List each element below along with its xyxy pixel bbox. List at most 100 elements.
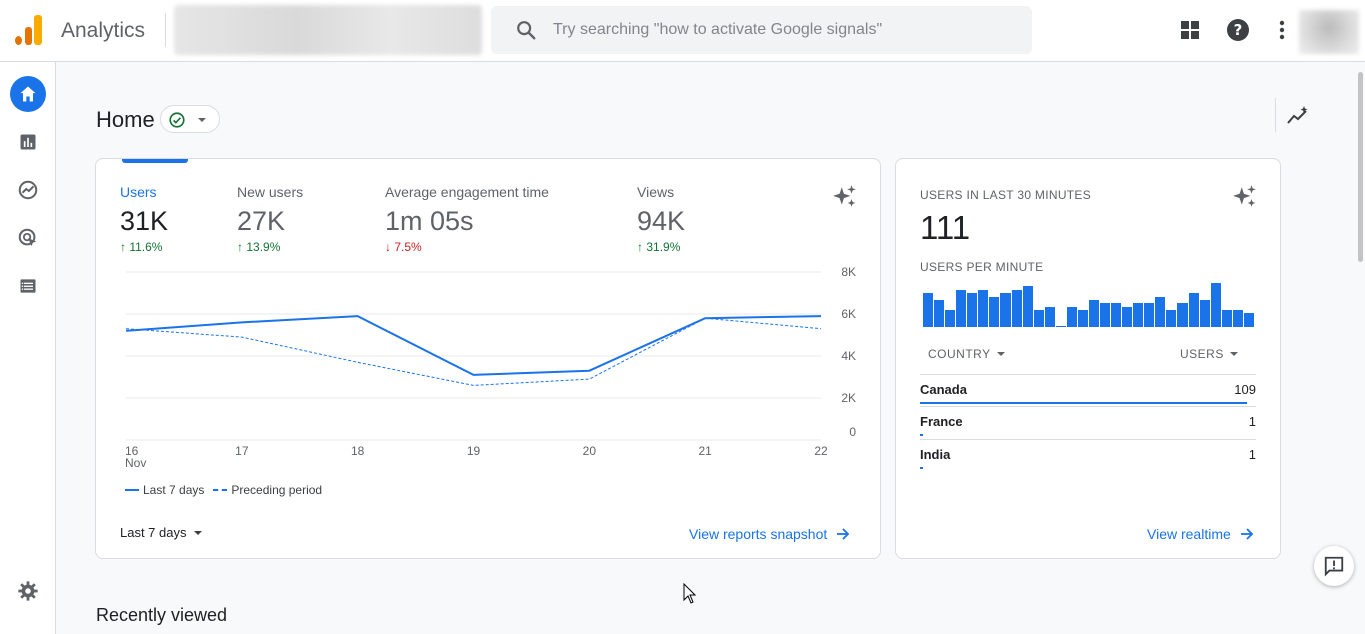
users-per-minute-bars [923,283,1255,327]
minute-bar[interactable] [1100,303,1111,327]
minute-bar[interactable] [1000,293,1011,327]
table-row[interactable]: Canada 109 [920,374,1256,406]
minute-bar[interactable] [967,293,978,327]
minute-bar[interactable] [1055,325,1066,327]
nav-home[interactable] [10,76,46,112]
legend-label: Preceding period [231,483,323,497]
analytics-logo-icon[interactable] [15,15,43,45]
country-column-header[interactable]: COUNTRY [928,347,1006,361]
bar-chart-icon [20,134,36,150]
chevron-down-icon [198,118,206,122]
minute-bar[interactable] [1133,303,1144,327]
users-line-chart: 8K 6K 4K 2K 0 16 17 18 19 20 21 22 Nov [125,265,856,470]
y-tick-label: 6K [841,307,856,321]
x-tick-label: 19 [467,444,481,458]
nav-explore[interactable] [10,172,46,208]
apps-grid-icon[interactable] [1178,18,1202,42]
minute-bar[interactable] [1122,306,1133,327]
chart-legend: Last 7 days Preceding period [125,483,322,497]
minute-bar[interactable] [978,289,989,327]
minute-bar[interactable] [1011,289,1022,327]
nav-admin[interactable] [10,573,46,609]
legend-swatch-solid [125,489,139,491]
minute-bar[interactable] [1155,296,1166,327]
users-column-header[interactable]: USERS [1180,347,1239,361]
minute-bar[interactable] [945,310,956,327]
x-tick-label: 21 [698,444,712,458]
minute-bar[interactable] [1077,310,1088,327]
table-row[interactable]: France 1 [920,406,1256,438]
more-vert-icon[interactable] [1270,18,1294,42]
row-divider [920,374,1256,375]
side-navigation [0,62,56,634]
minute-bar[interactable] [1243,313,1254,327]
account-picker[interactable] [174,5,482,55]
minute-bar[interactable] [1221,310,1232,327]
country-name: France [920,414,963,429]
minute-bar[interactable] [1066,306,1077,327]
minute-bar[interactable] [1144,303,1155,327]
search-input[interactable] [553,16,1013,44]
minute-bar[interactable] [1166,310,1177,327]
minute-bar[interactable] [1033,310,1044,327]
minute-bar[interactable] [1088,299,1099,327]
minute-bar[interactable] [989,296,1000,327]
minute-bar[interactable] [934,299,945,327]
realtime-title: USERS IN LAST 30 MINUTES [920,188,1092,202]
minute-bar[interactable] [1044,306,1055,327]
minute-bar[interactable] [1188,293,1199,327]
minute-bar[interactable] [1199,299,1210,327]
data-status-chip[interactable] [160,105,220,133]
y-tick-label: 8K [841,265,856,279]
view-reports-snapshot-link[interactable]: View reports snapshot [689,526,850,542]
minute-bar[interactable] [1022,286,1033,327]
minute-bar[interactable] [923,293,934,327]
legend-label: Last 7 days [143,483,205,497]
row-divider [920,439,1256,440]
search-icon [517,21,536,40]
page-scrollbar[interactable] [1358,72,1363,262]
feedback-button[interactable] [1314,546,1354,586]
ads-target-icon [18,228,37,247]
x-tick-label: 18 [351,444,365,458]
share-bar [920,467,924,469]
help-icon[interactable]: ? [1226,18,1250,42]
minute-bar[interactable] [1210,283,1221,327]
minute-bar[interactable] [956,289,967,327]
series-line-current[interactable] [125,315,822,376]
insights-icon[interactable] [1286,104,1310,128]
minute-bar[interactable] [1232,310,1243,327]
date-range-dropdown[interactable]: Last 7 days [120,525,203,540]
view-realtime-link[interactable]: View realtime [1147,526,1254,542]
nav-advertising[interactable] [10,220,46,256]
minute-bar[interactable] [1177,303,1188,327]
mouse-cursor-icon [683,583,697,604]
minute-bar[interactable] [1111,303,1122,327]
series-line-preceding[interactable] [125,317,822,386]
nav-configure[interactable] [10,268,46,304]
column-label: USERS [1180,347,1224,361]
metric-views[interactable]: Views 94K ↑ 31.9% [637,184,685,254]
metric-engagement-time[interactable]: Average engagement time 1m 05s ↓ 7.5% [385,184,549,254]
avatar[interactable] [1299,10,1359,54]
list-icon [20,279,36,293]
search-bar[interactable] [491,6,1032,54]
x-tick-label: 22 [814,444,828,458]
metric-new-users[interactable]: New users 27K ↑ 13.9% [237,184,303,254]
nav-reports[interactable] [10,124,46,160]
share-bar [920,402,1247,404]
app-title[interactable]: Analytics [61,19,146,42]
x-month-label: Nov [125,456,146,470]
user-count: 109 [1234,382,1256,397]
y-tick-label: 0 [849,425,856,439]
metric-value: 31K [120,206,169,236]
sparkle-icon[interactable] [1232,184,1258,210]
table-row[interactable]: India 1 [920,439,1256,471]
check-circle-icon [169,112,185,128]
page-title: Home [96,107,155,132]
sparkle-icon[interactable] [832,184,858,210]
y-tick-label: 4K [841,349,856,363]
chevron-down-icon [193,530,202,535]
x-tick-label: 16 [125,444,139,458]
metric-users[interactable]: Users 31K ↑ 11.6% [120,184,168,254]
